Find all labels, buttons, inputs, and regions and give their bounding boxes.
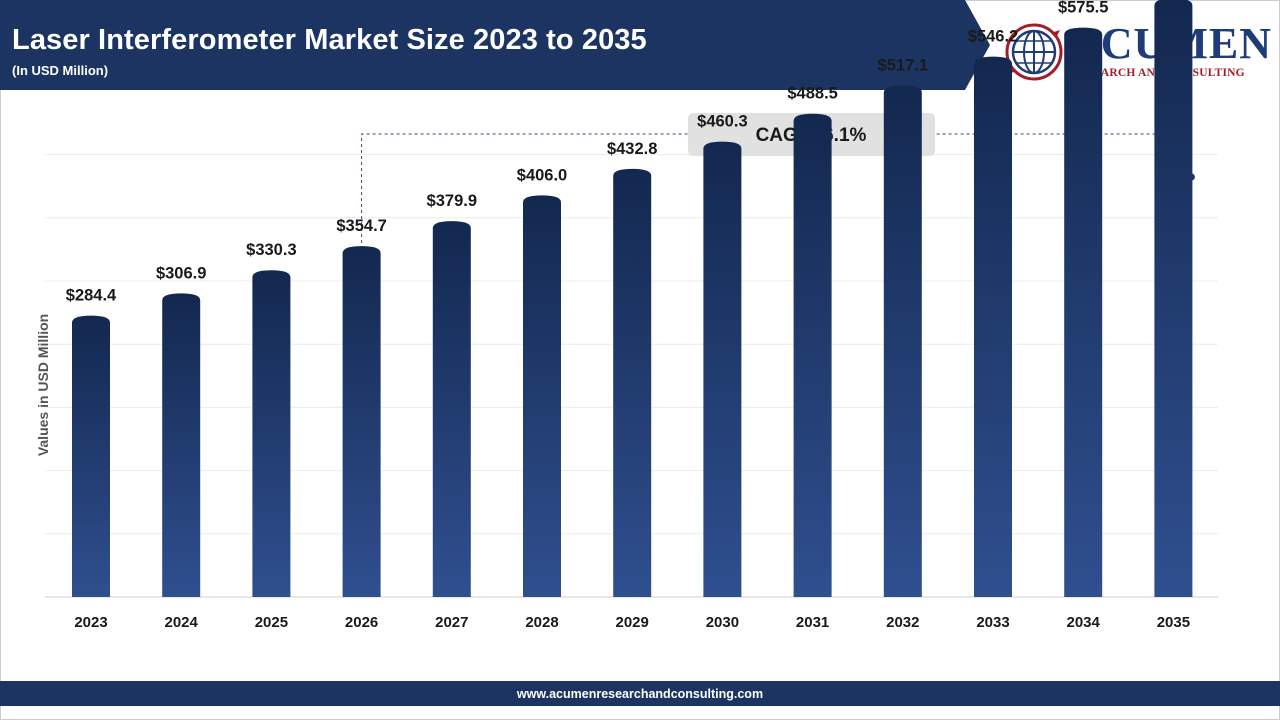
x-tick-2023: 2023 [74, 614, 107, 631]
data-label-2032: $517.1 [878, 56, 928, 74]
header-banner-shape [0, 0, 990, 90]
x-tick-2032: 2032 [886, 614, 919, 631]
x-tick-2024: 2024 [165, 614, 199, 631]
bar-2031 [793, 113, 832, 597]
x-tick-2026: 2026 [345, 614, 378, 631]
bar-2026 [342, 246, 381, 598]
footer-bar: www.acumenresearchandconsulting.com [0, 681, 1280, 706]
bar-2023 [72, 315, 110, 597]
data-label-2024: $306.9 [156, 264, 206, 282]
page-subtitle: (In USD Million) [12, 63, 109, 78]
bar-2033 [974, 56, 1012, 597]
x-tick-2033: 2033 [976, 614, 1009, 631]
x-tick-2027: 2027 [435, 614, 468, 631]
bar-2029 [613, 168, 652, 597]
x-tick-2034: 2034 [1067, 614, 1101, 631]
data-label-2023: $284.4 [66, 287, 117, 305]
footer-url[interactable]: www.acumenresearchandconsulting.com [516, 686, 764, 701]
page-title: Laser Interferometer Market Size 2023 to… [12, 24, 647, 56]
x-tick-2035: 2035 [1157, 614, 1190, 631]
bar-2028 [523, 195, 561, 598]
globe-icon [1005, 23, 1063, 81]
bar-2027 [432, 221, 471, 598]
bar-2035 [1154, 0, 1193, 597]
data-label-2028: $406.0 [517, 166, 567, 184]
data-label-2026: $354.7 [336, 217, 386, 235]
bar-2034 [1064, 27, 1103, 598]
x-tick-2029: 2029 [616, 614, 649, 631]
bars [72, 0, 1193, 598]
y-axis-label: Values in USD Million [35, 314, 51, 456]
x-tick-2025: 2025 [255, 614, 288, 631]
x-axis-ticks: 2023 2024 2025 2026 2027 2028 2029 2030 2031 2032… [74, 614, 1190, 631]
x-tick-2030: 2030 [706, 614, 739, 631]
bar-2032 [883, 85, 922, 597]
data-label-2027: $379.9 [427, 192, 477, 210]
data-label-2030: $460.3 [697, 113, 747, 131]
data-label-2031: $488.5 [787, 85, 837, 103]
bar-2025 [252, 270, 291, 597]
x-tick-2031: 2031 [796, 614, 829, 631]
x-tick-2028: 2028 [525, 614, 558, 631]
data-labels: $284.4 $306.9 $330.3 $354.7 $379.9 $406.0 $432… [66, 0, 1109, 305]
bar-2030 [703, 141, 742, 597]
data-label-2029: $432.8 [607, 140, 657, 158]
bar-2024 [162, 293, 201, 597]
data-label-2033: $546.2 [968, 28, 1018, 46]
data-label-2025: $330.3 [246, 241, 296, 259]
data-label-2034: $575.5 [1058, 0, 1108, 17]
header-banner [0, 0, 990, 90]
